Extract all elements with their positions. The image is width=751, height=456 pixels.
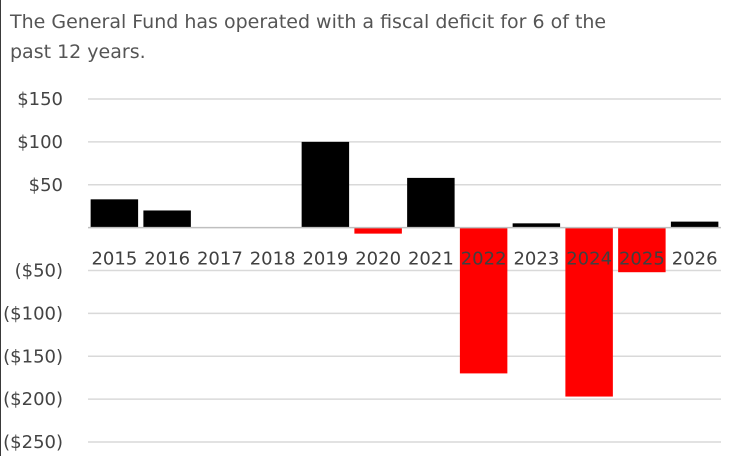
- category-label: 2023: [513, 249, 559, 270]
- y-tick-label: ($100): [3, 303, 63, 324]
- y-axis-ticks: $150 $100 $50 ($50) ($100) ($150) ($200) ($250): [3, 89, 63, 453]
- bar-2015: [90, 199, 139, 228]
- y-tick-label: ($200): [3, 389, 63, 410]
- bar-2024: [565, 227, 613, 397]
- bar-2021: [407, 177, 455, 228]
- category-label: 2016: [144, 249, 190, 270]
- category-label: 2015: [91, 249, 137, 270]
- category-label: 2024: [566, 249, 612, 270]
- category-label: 2018: [250, 249, 296, 270]
- category-label: 2020: [355, 249, 401, 270]
- category-labels: 2015 2016 2017 2018 2019 2020 2021 2022 2023 2024…: [91, 249, 717, 270]
- category-label: 2021: [408, 249, 454, 270]
- bar-2026: [670, 221, 719, 228]
- bar-2019: [301, 141, 350, 228]
- category-label: 2025: [619, 249, 665, 270]
- bar-2025: [618, 227, 666, 273]
- y-tick-label: $100: [17, 132, 63, 153]
- category-label: 2026: [672, 249, 718, 270]
- category-label: 2017: [197, 249, 243, 270]
- bar-2016: [143, 210, 191, 228]
- grid-layer: [88, 98, 721, 443]
- bar-2022: [459, 227, 508, 374]
- category-label: 2022: [461, 249, 507, 270]
- y-tick-label: ($250): [3, 432, 63, 453]
- bars: [90, 141, 719, 397]
- bar-2023: [512, 223, 561, 228]
- y-tick-label: $150: [17, 89, 63, 110]
- y-tick-label: ($150): [3, 346, 63, 367]
- chart-title: The General Fund has operated with a fis…: [10, 11, 607, 63]
- y-tick-label: ($50): [15, 261, 63, 282]
- y-tick-label: $50: [29, 175, 63, 196]
- left-border: [0, 0, 1, 456]
- category-label: 2019: [302, 249, 348, 270]
- bar-2020: [354, 227, 402, 234]
